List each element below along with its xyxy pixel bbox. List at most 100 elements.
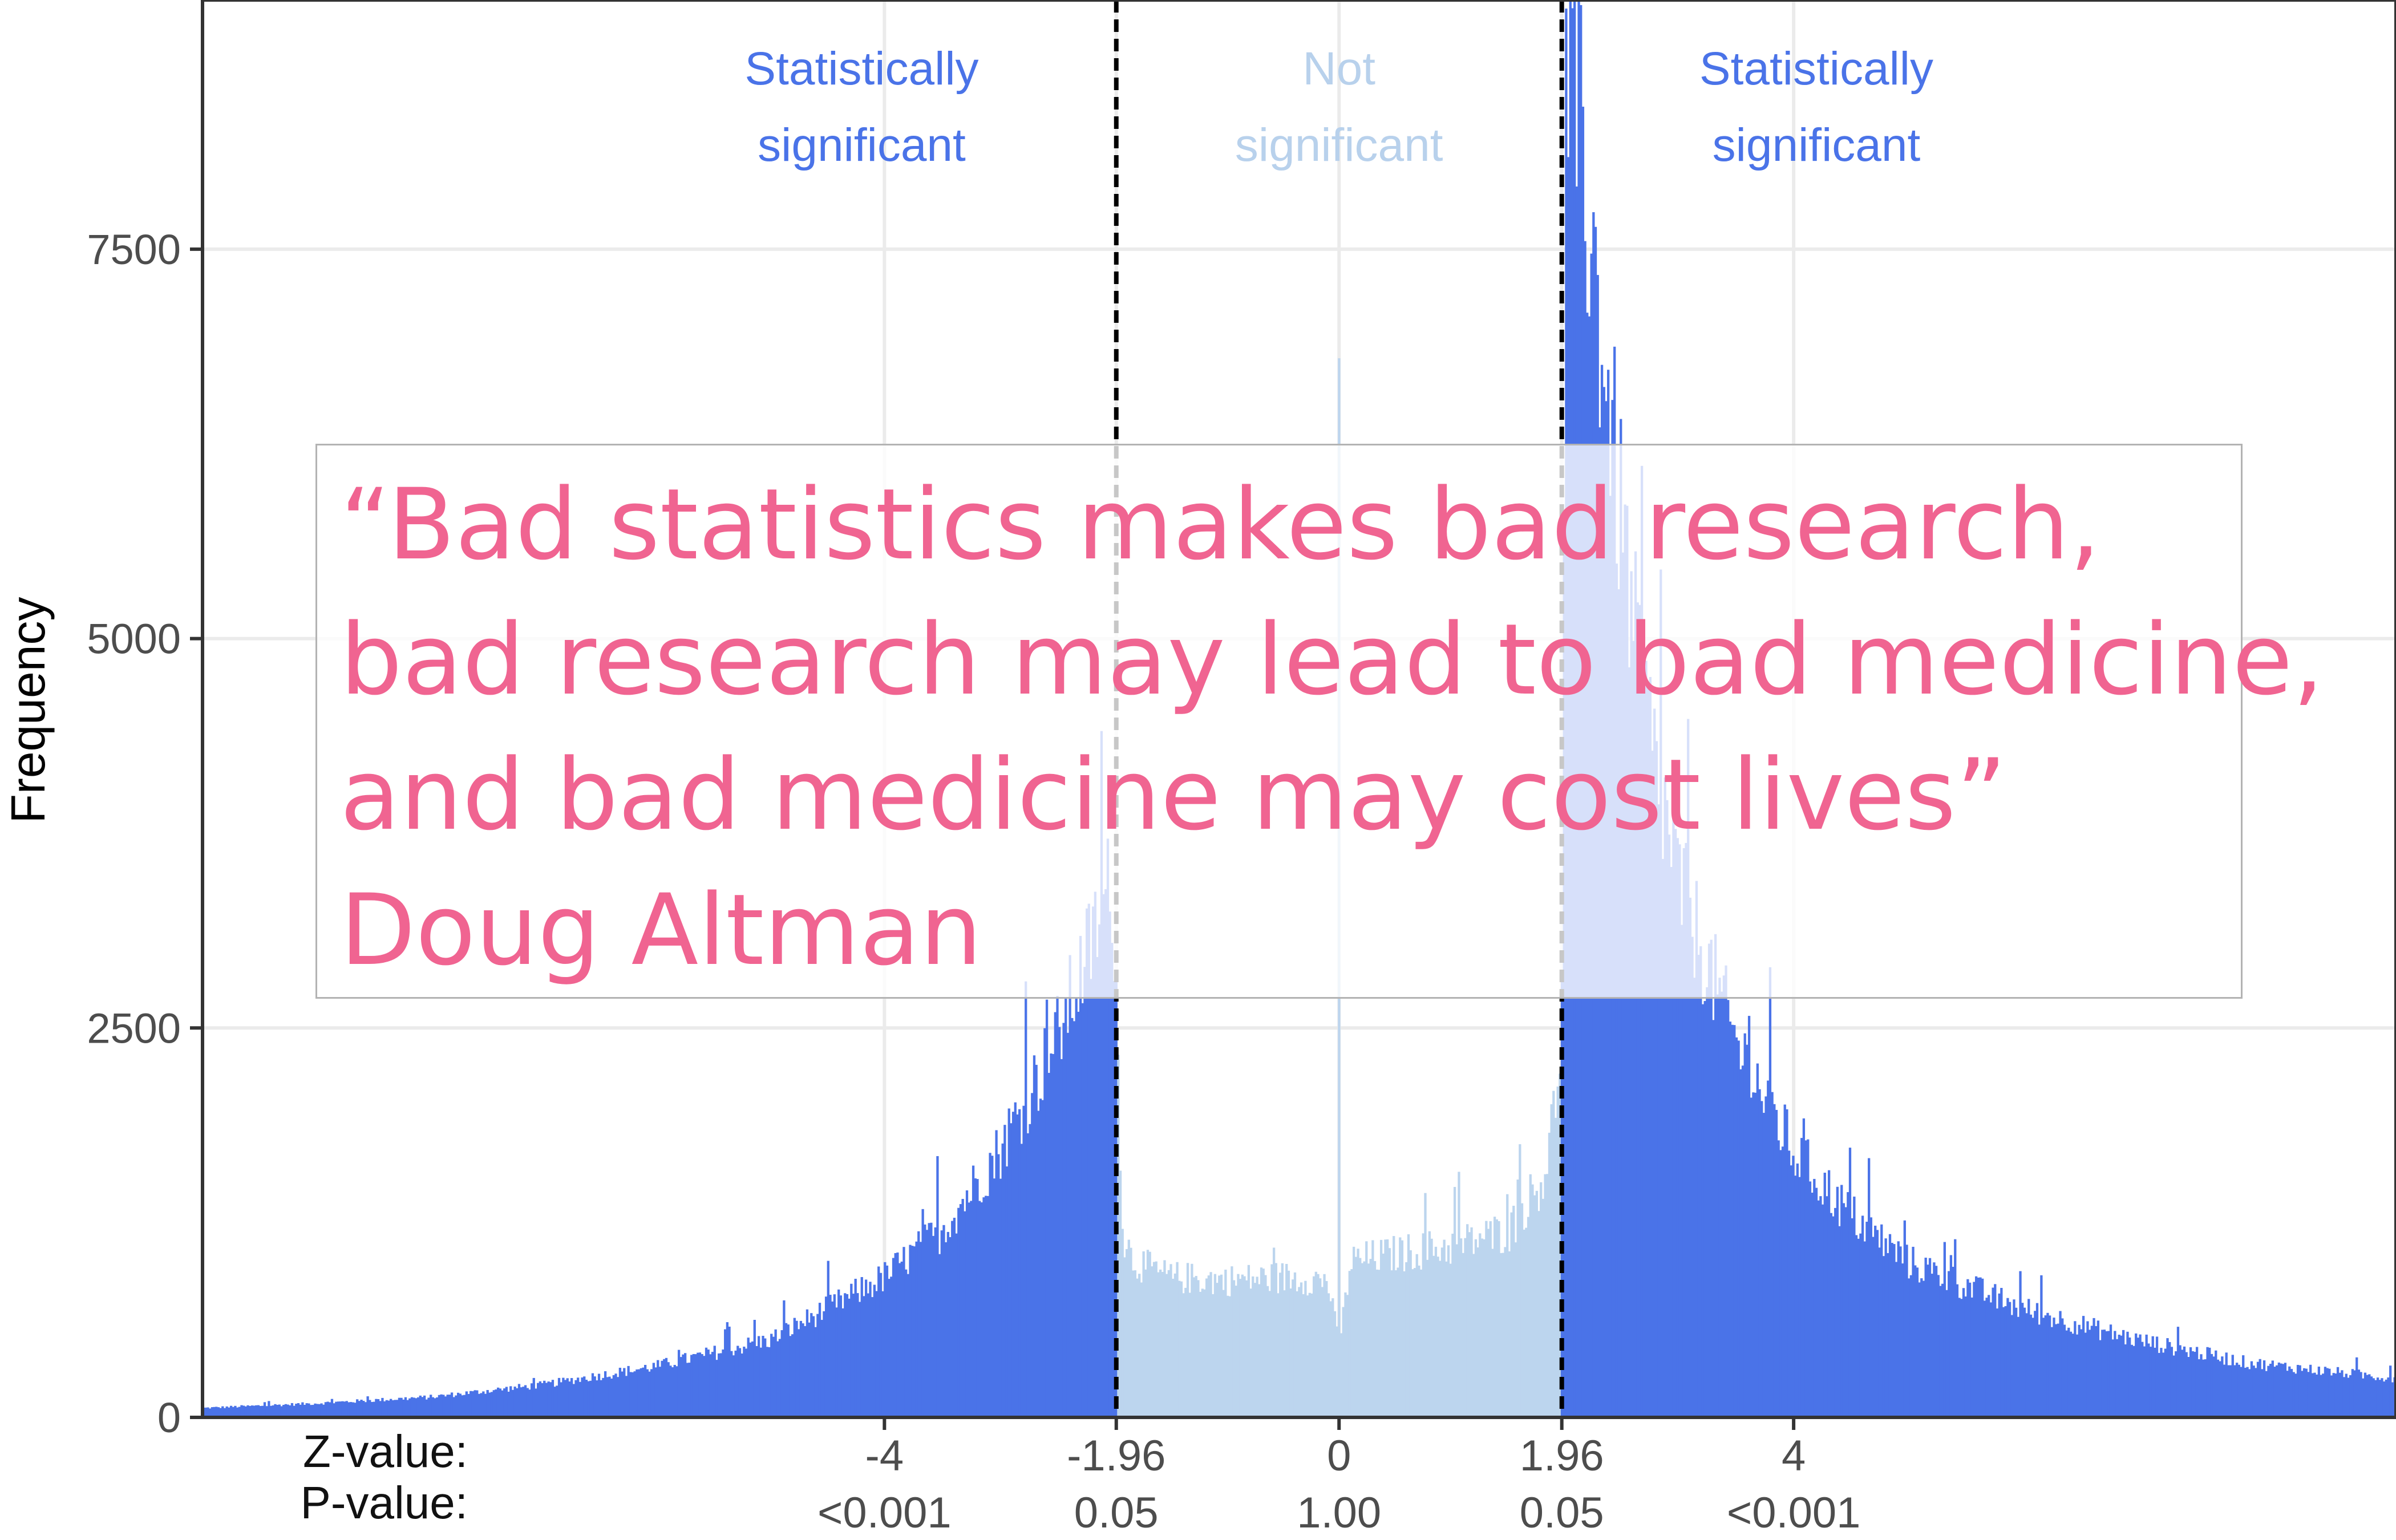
- histogram-bar: [1432, 1255, 1435, 1417]
- histogram-bar: [1786, 1109, 1788, 1417]
- histogram-bar: [2166, 1338, 2169, 1417]
- histogram-bar: [1687, 719, 1690, 1417]
- histogram-bar: [1535, 1190, 1538, 1417]
- histogram-bar: [637, 1369, 641, 1417]
- histogram-bar: [484, 1393, 487, 1417]
- histogram-bar: [1285, 1263, 1288, 1417]
- histogram-bar: [1979, 1277, 1982, 1417]
- histogram-bar: [2378, 1380, 2381, 1417]
- histogram-bar: [1047, 1073, 1050, 1417]
- histogram-bar: [1375, 1269, 1378, 1417]
- histogram-bar: [522, 1387, 525, 1417]
- histogram-bar: [2038, 1324, 2041, 1417]
- histogram-bar: [242, 1405, 245, 1417]
- histogram-bar: [562, 1377, 565, 1417]
- histogram-bar: [320, 1403, 323, 1417]
- z-tick-label: 0: [1327, 1432, 1351, 1480]
- histogram-bar: [289, 1405, 292, 1417]
- histogram-bar: [1908, 1278, 1911, 1417]
- histogram-bar: [2271, 1360, 2274, 1417]
- histogram-bar: [1087, 903, 1090, 1417]
- histogram-bar: [2372, 1378, 2375, 1417]
- histogram-bar: [657, 1360, 659, 1417]
- histogram-bar: [1060, 1059, 1063, 1417]
- histogram-bar: [1058, 1027, 1061, 1417]
- histogram-bar: [945, 1242, 948, 1417]
- histogram-bar: [1293, 1272, 1297, 1417]
- histogram-bar: [2301, 1371, 2304, 1417]
- histogram-bar: [2357, 1369, 2361, 1417]
- histogram-bar: [1474, 1239, 1478, 1417]
- histogram-bar: [617, 1377, 620, 1417]
- histogram-bar: [2215, 1350, 2217, 1417]
- histogram-bar: [1519, 1144, 1521, 1417]
- histogram-bar: [1930, 1274, 1933, 1417]
- histogram-bar: [2313, 1372, 2316, 1417]
- histogram-bar: [282, 1405, 285, 1417]
- histogram-bar: [2078, 1324, 2081, 1417]
- histogram-bar: [844, 1293, 847, 1417]
- histogram-bar: [1045, 999, 1049, 1417]
- histogram-bar: [2168, 1342, 2171, 1417]
- z-tick-label: -1.96: [1067, 1432, 1165, 1480]
- histogram-bar: [1527, 1217, 1530, 1417]
- histogram-bar: [1632, 641, 1635, 1417]
- histogram-bar: [1787, 1150, 1791, 1417]
- histogram-bar: [1994, 1284, 1997, 1417]
- histogram-bar: [360, 1400, 363, 1417]
- histogram-bar: [776, 1341, 779, 1417]
- histogram-bar: [459, 1393, 462, 1417]
- histogram-bar: [915, 1241, 918, 1417]
- histogram-bar: [549, 1382, 552, 1417]
- histogram-bar: [2086, 1321, 2089, 1417]
- histogram-bar: [1216, 1283, 1219, 1417]
- histogram-bar: [501, 1390, 504, 1417]
- histogram-bar: [1005, 1166, 1009, 1417]
- histogram-bar: [1245, 1280, 1248, 1417]
- histogram-bar: [1842, 1203, 1845, 1417]
- histogram-bar: [566, 1378, 569, 1417]
- histogram-bar: [2284, 1363, 2287, 1417]
- histogram-bar: [1460, 1238, 1463, 1417]
- histogram-bar: [1100, 731, 1103, 1417]
- histogram-bar: [1645, 660, 1648, 1417]
- histogram-bar: [557, 1377, 561, 1417]
- histogram-bar: [1655, 741, 1658, 1417]
- histogram-bar: [2183, 1346, 2186, 1417]
- histogram-bar: [1739, 1069, 1742, 1417]
- histogram-bar: [2381, 1378, 2383, 1417]
- histogram-bar: [2324, 1367, 2327, 1417]
- histogram-bar: [860, 1277, 863, 1417]
- histogram-bar: [1077, 1011, 1080, 1417]
- histogram-bar: [2000, 1288, 2003, 1417]
- histogram-bar: [1500, 1253, 1503, 1417]
- histogram-bar: [976, 1179, 979, 1417]
- histogram-bar: [1065, 998, 1067, 1417]
- histogram-bar: [965, 1190, 969, 1417]
- histogram-bar: [671, 1367, 674, 1417]
- histogram-bar: [2294, 1373, 2297, 1417]
- histogram-bar: [806, 1309, 809, 1417]
- histogram-bar: [265, 1406, 268, 1417]
- histogram-bar: [875, 1291, 878, 1417]
- histogram-bar: [692, 1353, 695, 1417]
- histogram-bar: [845, 1294, 849, 1417]
- p-tick-label: 0.05: [1074, 1489, 1159, 1537]
- histogram-bar: [1840, 1185, 1843, 1417]
- histogram-bar: [1895, 1262, 1898, 1417]
- histogram-bar: [1651, 751, 1654, 1417]
- histogram-bar: [1243, 1276, 1246, 1417]
- histogram-bar: [1447, 1245, 1450, 1417]
- histogram-bar: [2382, 1381, 2386, 1417]
- histogram-bar: [629, 1372, 632, 1417]
- histogram-bar: [1310, 1293, 1313, 1417]
- histogram-bar: [2353, 1370, 2356, 1417]
- histogram-bar: [2164, 1348, 2167, 1417]
- histogram-bar: [2118, 1335, 2120, 1417]
- histogram-bar: [2017, 1316, 2019, 1417]
- histogram-bar: [1130, 1247, 1132, 1417]
- histogram-bar: [2237, 1364, 2240, 1417]
- histogram-bar: [1735, 1037, 1738, 1417]
- histogram-bar: [1108, 911, 1111, 1417]
- histogram-bar: [1136, 1278, 1139, 1417]
